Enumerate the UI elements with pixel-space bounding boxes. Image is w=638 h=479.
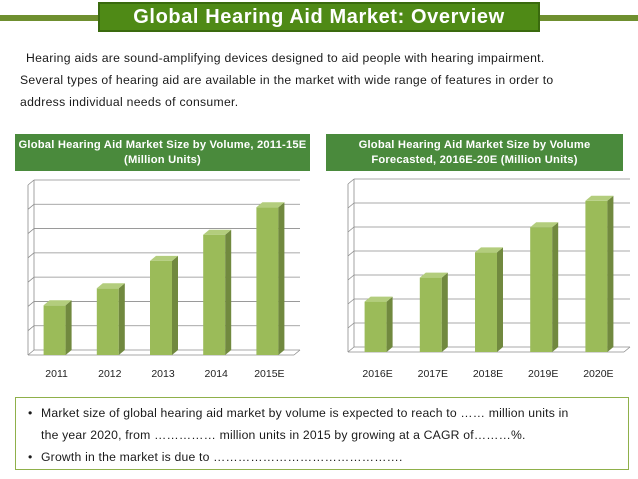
bar-side xyxy=(441,272,448,352)
bar-top xyxy=(419,272,448,278)
bar-front xyxy=(364,301,387,352)
gridline-side xyxy=(347,202,355,209)
category-label: 2018E xyxy=(473,368,503,380)
bar-top xyxy=(585,195,614,201)
floor-right-edge xyxy=(293,349,301,356)
bar-side xyxy=(607,195,614,352)
gridline-side xyxy=(347,298,355,305)
category-label: 2011 xyxy=(45,368,68,380)
bar-front xyxy=(419,277,442,352)
gridline-side xyxy=(347,226,355,233)
category-label: 2017E xyxy=(418,368,448,380)
bar-front xyxy=(43,305,66,355)
gridline-side xyxy=(27,228,35,234)
gridline-side xyxy=(27,179,35,186)
gridline-side xyxy=(347,178,355,185)
bar-front xyxy=(96,288,119,355)
gridline-side xyxy=(27,325,35,332)
bullet-marker: • xyxy=(28,450,33,464)
gridline-side xyxy=(27,252,35,259)
chart-2-title: Global Hearing Aid Market Size by Volume… xyxy=(326,134,623,171)
gridline-side xyxy=(27,276,35,283)
gridline-side xyxy=(347,346,355,353)
chart-1-title: Global Hearing Aid Market Size by Volume… xyxy=(15,134,310,171)
bar-top xyxy=(530,222,559,228)
bullet-2-text: Growth in the market is due to ………………………… xyxy=(41,450,403,464)
bullet-1-text-line-1: Market size of global hearing aid market… xyxy=(41,406,569,420)
gridline-side xyxy=(347,322,355,329)
category-label: 2013 xyxy=(151,368,175,380)
bar-side xyxy=(552,222,559,352)
bar-2017E xyxy=(419,272,448,352)
bar-top xyxy=(203,229,232,235)
bar-side xyxy=(118,283,125,355)
gridline-side xyxy=(27,203,35,210)
bar-side xyxy=(278,202,285,355)
gridline-side xyxy=(347,274,355,281)
bar-front xyxy=(203,234,226,355)
category-label: 2012 xyxy=(98,368,122,380)
bar-2012 xyxy=(96,283,125,355)
bar-side xyxy=(386,296,393,352)
category-label: 2019E xyxy=(528,368,558,380)
bar-side xyxy=(172,255,178,355)
bullet-marker: • xyxy=(28,406,33,420)
bar-2011 xyxy=(43,300,72,355)
bar-front xyxy=(530,227,553,352)
category-label: 2014 xyxy=(205,368,229,380)
bar-side xyxy=(225,229,232,355)
category-label: 2015E xyxy=(254,368,284,380)
floor-right-edge xyxy=(623,346,631,353)
bar-side xyxy=(65,300,72,355)
bar-2014 xyxy=(203,229,232,355)
bar-2018E xyxy=(475,247,503,352)
gridline-side xyxy=(27,301,35,307)
category-label: 2020E xyxy=(583,368,613,380)
intro-line-3: address individual needs of consumer. xyxy=(20,95,239,109)
bar-front xyxy=(256,207,279,355)
bar-front xyxy=(475,252,497,352)
chart-historical-volume: 2011 2012 2013 2014 2015E xyxy=(27,179,301,380)
bar-top xyxy=(256,202,285,208)
bar-top xyxy=(364,296,393,302)
page-title: Global Hearing Aid Market: Overview xyxy=(98,2,540,32)
key-findings-box: • Market size of global hearing aid marke… xyxy=(15,397,629,470)
intro-paragraph: Hearing aids are sound-amplifying device… xyxy=(20,47,620,113)
bar-2015E xyxy=(256,202,285,355)
category-label: 2016E xyxy=(362,368,392,380)
bullet-1: • Market size of global hearing aid marke… xyxy=(28,402,624,424)
bar-2019E xyxy=(530,222,559,352)
chart-forecast-volume: 2016E 2017E 2018E 2019E 2020E xyxy=(347,178,631,380)
bar-2020E xyxy=(585,195,614,352)
bar-top xyxy=(475,247,503,253)
bar-top xyxy=(43,300,72,306)
bar-side xyxy=(497,247,503,352)
bar-top xyxy=(96,283,125,289)
bar-top xyxy=(150,255,178,261)
bar-front xyxy=(150,260,172,355)
gridline-side xyxy=(347,250,355,257)
intro-line-1: Hearing aids are sound-amplifying device… xyxy=(26,51,545,65)
intro-line-2: Several types of hearing aid are availab… xyxy=(20,73,554,87)
bullet-2: • Growth in the market is due to ……………………… xyxy=(28,446,624,468)
gridline-side xyxy=(27,349,35,356)
bar-front xyxy=(585,200,608,352)
bullet-1-continuation: the year 2020, from …………… million units … xyxy=(41,428,526,442)
bar-2016E xyxy=(364,296,393,352)
bar-2013 xyxy=(150,255,178,355)
